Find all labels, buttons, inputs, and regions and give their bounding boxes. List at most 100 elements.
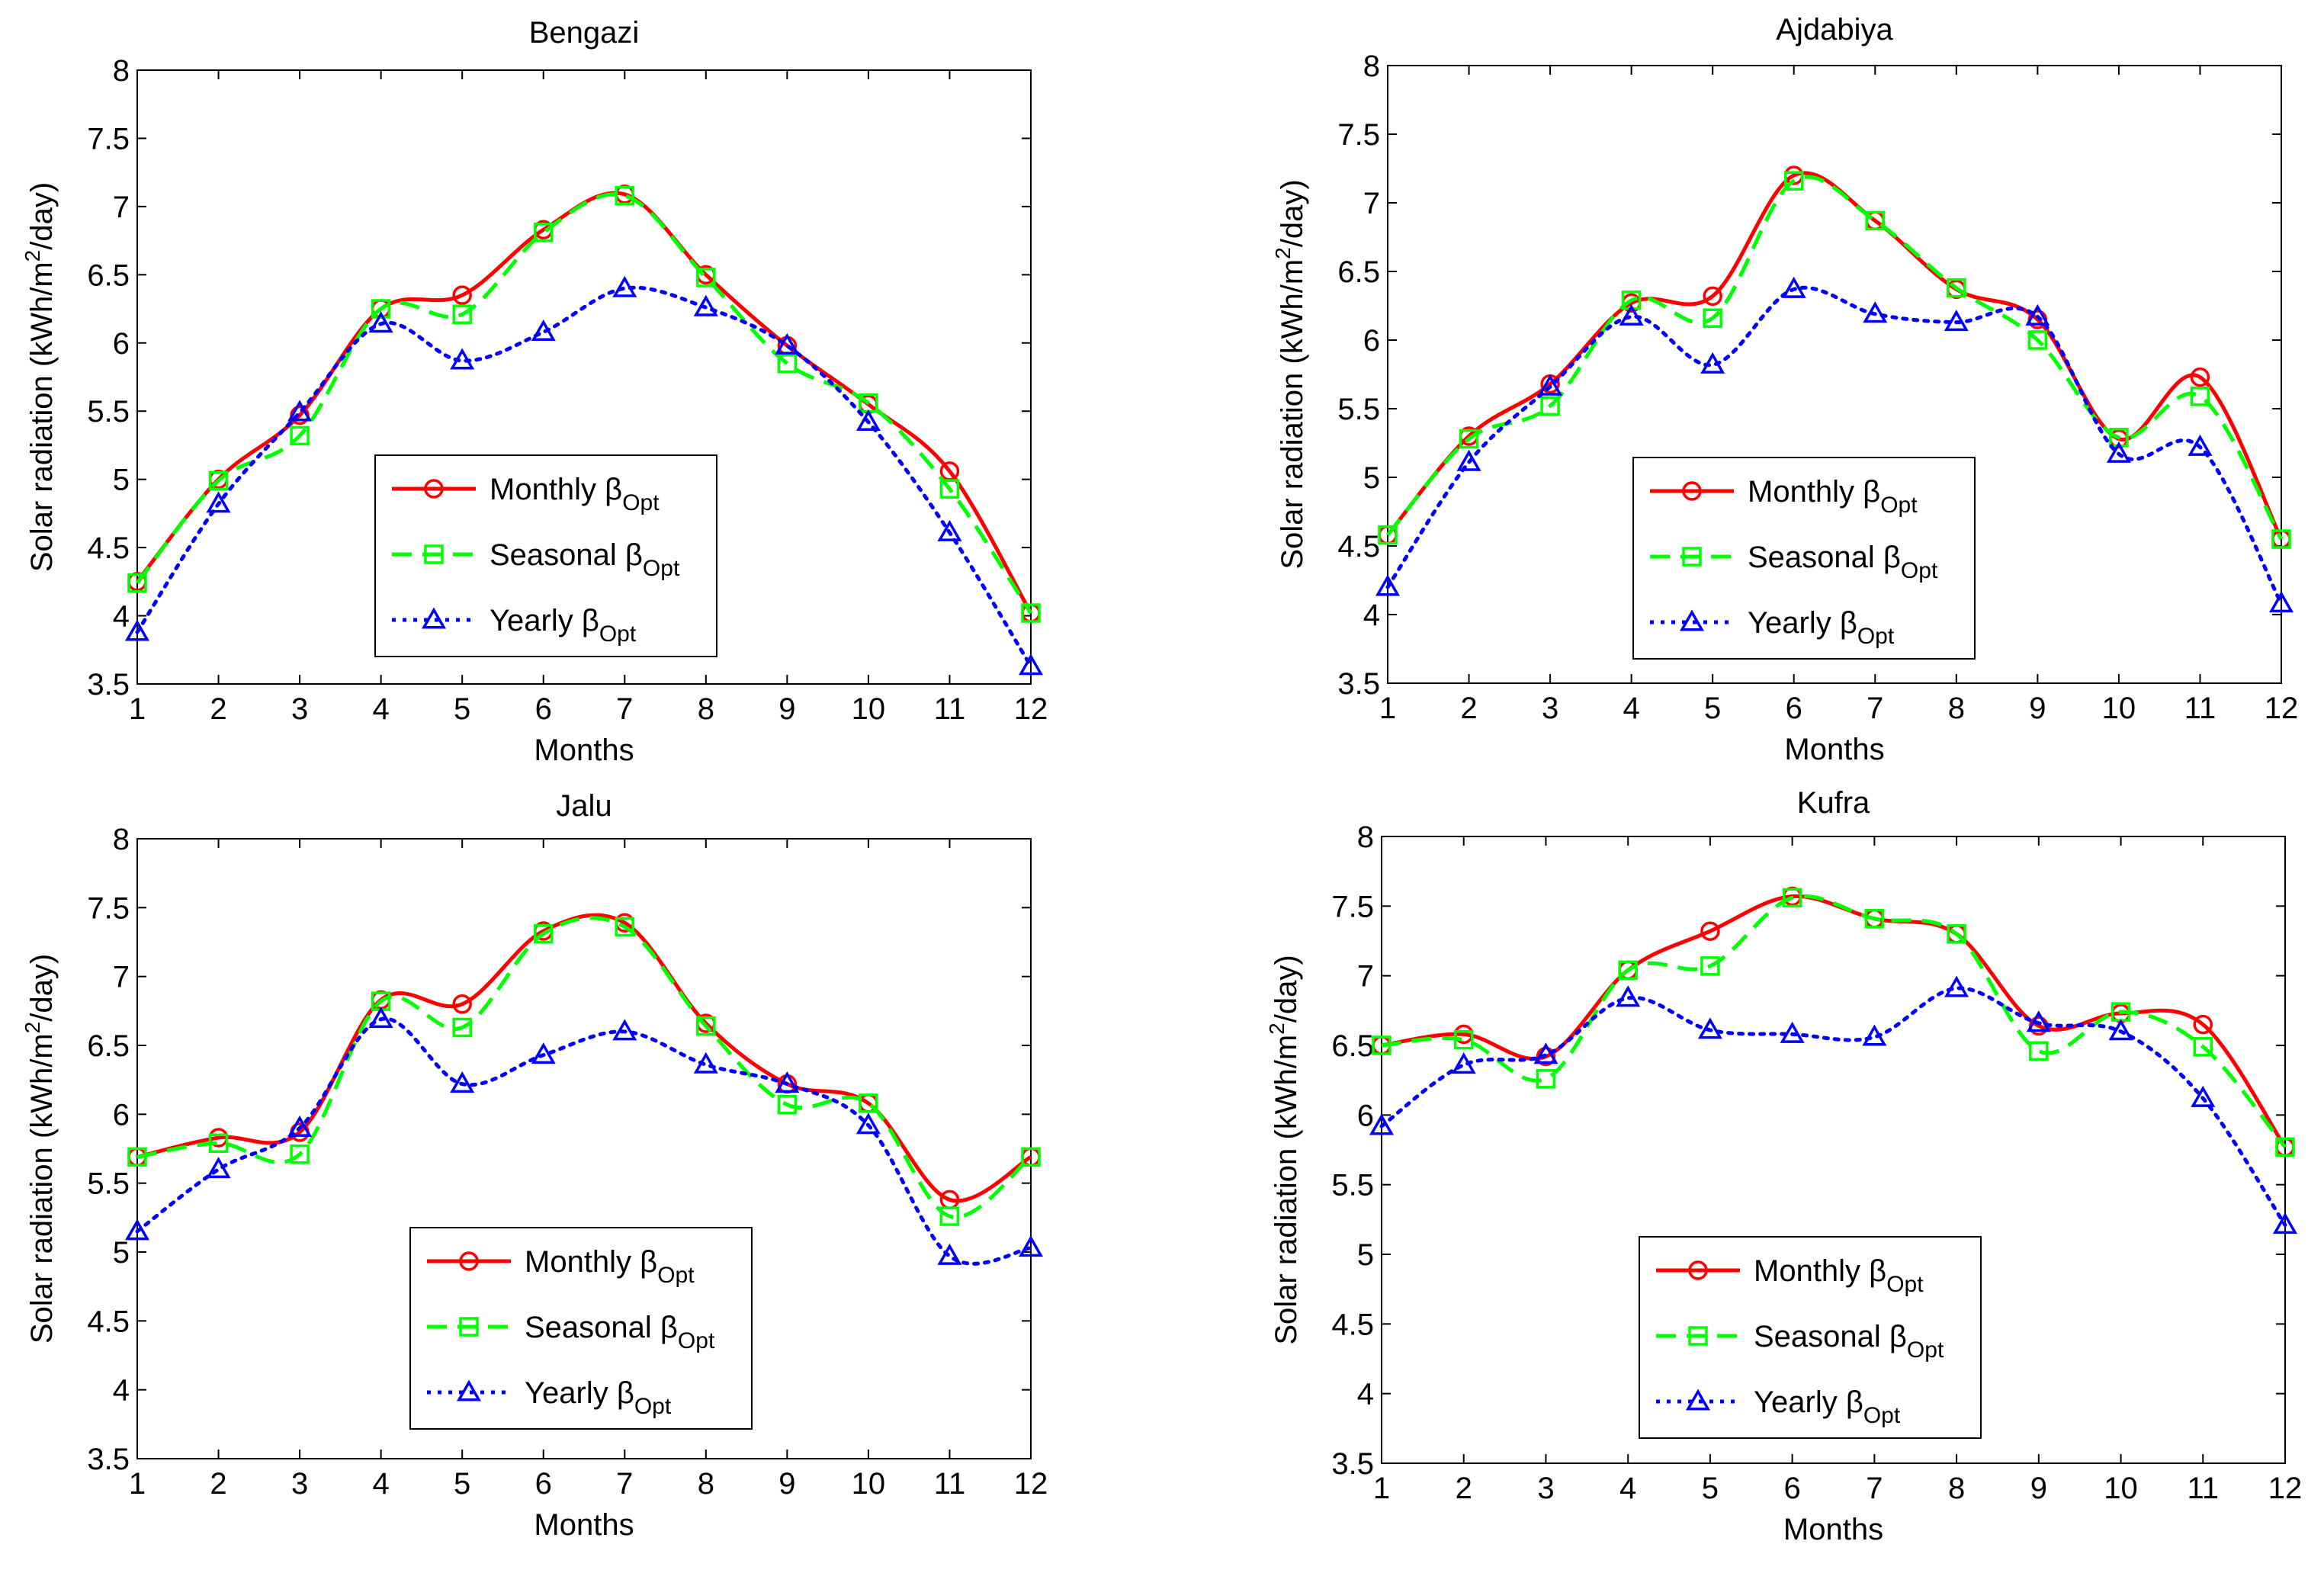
y-tick-label: 8	[1357, 820, 1374, 854]
legend-marker-circle	[1688, 1260, 1708, 1280]
data-point-square	[1540, 396, 1560, 416]
data-point-square	[696, 1016, 716, 1036]
x-tick-label: 5	[454, 1467, 470, 1501]
x-tick-label: 12	[1014, 692, 1048, 726]
x-tick-label: 6	[535, 1467, 552, 1501]
data-point-triangle	[2272, 1212, 2298, 1234]
x-tick-label: 10	[852, 1467, 886, 1501]
legend-label: Seasonal βOpt	[1748, 541, 1938, 583]
series-line-square	[136, 916, 1032, 1219]
legend-label: Monthly βOpt	[525, 1245, 695, 1288]
legend-label-subscript: Opt	[1907, 1337, 1944, 1363]
y-axis-label-part: Solar radiation (kWh/m	[25, 262, 59, 572]
series-line-square	[1386, 175, 2284, 541]
data-point-square	[1865, 210, 1886, 231]
data-point-triangle	[1697, 1017, 1722, 1039]
data-point-triangle	[1780, 1021, 1805, 1043]
y-tick-label: 6	[113, 327, 130, 361]
y-axis-label-superscript: 2	[21, 1022, 44, 1034]
x-tick-label: 10	[2102, 692, 2136, 725]
data-point-square	[615, 917, 635, 937]
x-tick-label: 5	[454, 692, 470, 726]
data-point-square	[939, 479, 960, 499]
legend-label: Seasonal βOpt	[525, 1311, 715, 1353]
data-point-triangle	[1369, 1113, 1395, 1135]
x-tick-label: 6	[1784, 1472, 1801, 1505]
chart-title: Bengazi	[529, 16, 640, 50]
legend-label: Seasonal βOpt	[490, 538, 680, 581]
legend-label-subscript: Opt	[1886, 1272, 1924, 1297]
data-point-triangle	[1538, 374, 1563, 396]
data-point-triangle	[1944, 310, 1969, 332]
y-tick-label: 5.5	[87, 1167, 130, 1201]
data-point-square	[1947, 278, 1966, 298]
y-axis-label-superscript: 2	[21, 250, 44, 262]
x-tick-label: 7	[1867, 692, 1883, 725]
data-point-triangle	[531, 1042, 556, 1064]
data-point-triangle	[2191, 1085, 2216, 1107]
y-tick-label: 4	[1363, 599, 1380, 632]
y-axis-label-part: Solar radiation (kWh/m	[1270, 1035, 1303, 1345]
x-tick-label: 4	[1623, 692, 1640, 725]
legend-marker-triangle	[1679, 609, 1705, 631]
data-point-square	[127, 573, 147, 593]
data-point-triangle	[287, 400, 313, 422]
x-tick-label: 9	[778, 1467, 795, 1501]
y-axis-label: Solar radiation (kWh/m2/day)	[21, 954, 59, 1344]
x-tick-label: 8	[1948, 1472, 1965, 1505]
data-point-triangle	[693, 294, 718, 316]
y-tick-label: 5	[113, 1236, 130, 1270]
data-point-square	[2029, 1041, 2049, 1061]
legend-label-subscript: Opt	[1880, 493, 1918, 518]
legend-label: Yearly βOpt	[490, 604, 637, 647]
y-tick-label: 7	[113, 191, 130, 224]
y-tick-label: 3.5	[87, 1443, 130, 1476]
data-point-square	[2275, 1137, 2295, 1157]
y-tick-label: 4.5	[1337, 530, 1380, 563]
legend-label-part: Monthly β	[1754, 1254, 1886, 1288]
data-point-circle	[452, 994, 472, 1014]
y-axis-label-part: Solar radiation (kWh/m	[1276, 259, 1309, 570]
legend-label-subscript: Opt	[599, 621, 637, 647]
x-axis-label: Months	[1783, 1513, 1883, 1546]
legend-label-part: Seasonal β	[525, 1311, 678, 1344]
data-point-triangle	[1700, 352, 1725, 374]
x-tick-label: 4	[1619, 1472, 1636, 1505]
x-tick-label: 3	[291, 1467, 308, 1501]
y-axis-label: Solar radiation (kWh/m2/day)	[1265, 955, 1303, 1344]
legend-marker-square	[1688, 1326, 1708, 1346]
data-point-square	[1021, 1147, 1041, 1167]
data-point-triangle	[775, 332, 800, 355]
legend-label: Monthly βOpt	[1754, 1254, 1924, 1297]
data-point-square	[208, 1133, 229, 1154]
data-point-triangle	[2188, 434, 2213, 456]
y-tick-label: 4.5	[1331, 1308, 1374, 1341]
series-line-triangle	[135, 285, 1033, 669]
y-tick-label: 5	[1357, 1238, 1374, 1272]
data-point-square	[2193, 1037, 2213, 1057]
data-point-triangle	[124, 1218, 150, 1241]
data-point-triangle	[2026, 1010, 2051, 1032]
data-point-square	[2027, 330, 2048, 350]
x-axis-label: Months	[534, 734, 634, 767]
legend-label-part: Seasonal β	[490, 538, 643, 572]
data-point-square	[1372, 1035, 1392, 1055]
data-point-triangle	[1018, 1235, 1044, 1257]
data-point-triangle	[206, 491, 231, 513]
y-tick-label: 6	[113, 1098, 130, 1132]
y-axis-label-part: /day)	[1276, 179, 1309, 247]
legend-marker-square	[1682, 547, 1702, 567]
data-point-triangle	[287, 1115, 313, 1137]
legend-label-part: Yearly β	[1748, 606, 1857, 640]
data-point-square	[452, 304, 472, 324]
data-point-square	[1783, 171, 1804, 191]
legend-label-subscript: Opt	[634, 1394, 672, 1419]
legend-label-subscript: Opt	[1863, 1403, 1901, 1428]
legend-marker-triangle	[421, 607, 447, 629]
data-point-square	[1700, 956, 1720, 976]
y-tick-label: 4.5	[87, 1305, 130, 1338]
x-tick-label: 2	[1460, 692, 1477, 725]
legend-marker-square	[424, 544, 444, 564]
data-point-square	[1618, 960, 1638, 981]
